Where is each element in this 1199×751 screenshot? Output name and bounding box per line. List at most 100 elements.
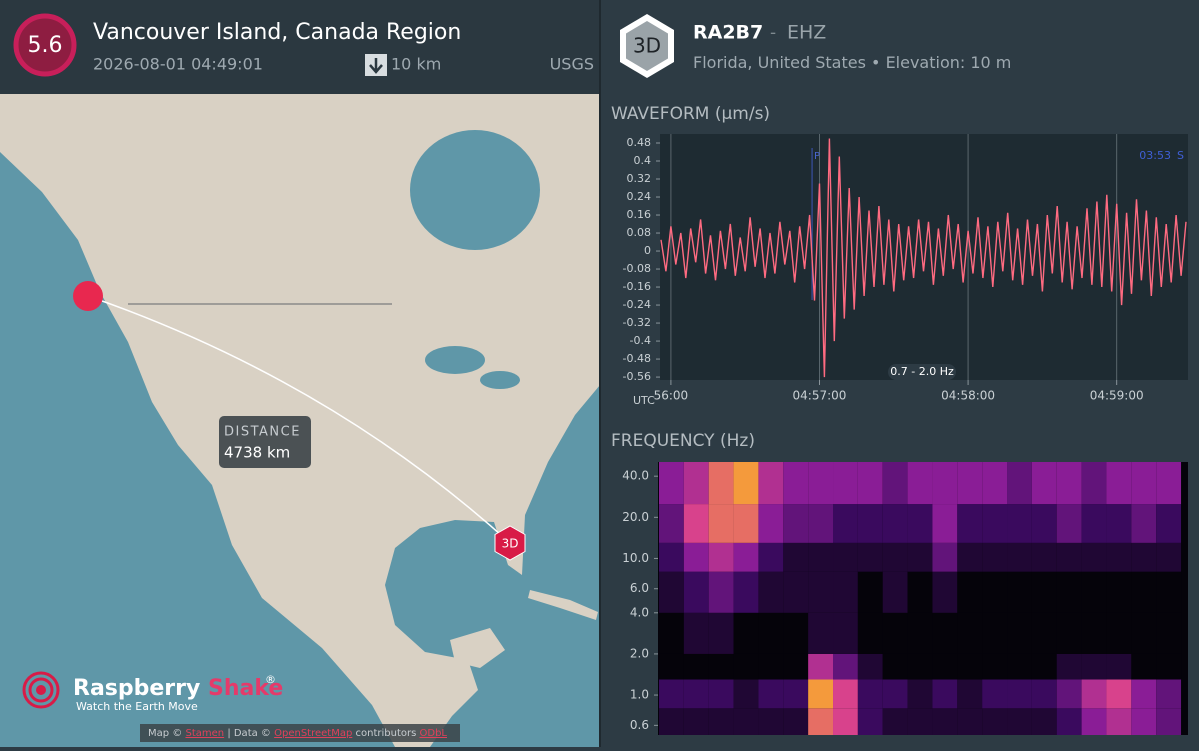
heat-cell <box>808 708 834 735</box>
heat-cell <box>957 462 983 505</box>
y-tick-label: -0.24 <box>623 298 651 311</box>
heat-cell <box>758 504 784 543</box>
plot-area <box>660 134 1188 380</box>
heat-cell <box>733 653 759 680</box>
station-code: RA2B7 <box>693 22 763 44</box>
heat-cell <box>1131 462 1157 505</box>
attribution: Map © Stamen | Data © OpenStreetMap cont… <box>148 728 447 739</box>
heat-cell <box>1056 612 1082 654</box>
y-tick-label: 0.24 <box>627 190 652 203</box>
heat-cell <box>1031 542 1057 572</box>
attr-prefix: Map © <box>148 728 182 739</box>
heat-cell <box>857 462 883 505</box>
heat-cell <box>1106 571 1132 613</box>
y-tick-label: 0 <box>644 244 651 257</box>
heat-cell <box>907 504 933 543</box>
heat-cell <box>982 612 1008 654</box>
heat-cell <box>758 679 784 709</box>
heat-cell <box>857 504 883 543</box>
heat-cell <box>783 504 809 543</box>
heat-cell <box>683 679 709 709</box>
distance-arc <box>87 295 511 544</box>
heat-cell <box>733 542 759 572</box>
heat-cell <box>833 612 858 654</box>
heat-cell <box>932 462 958 505</box>
y-tick-label: 0.08 <box>627 226 652 239</box>
heat-cell <box>1007 542 1032 572</box>
heat-cell <box>1131 612 1157 654</box>
station-separator: - <box>770 23 776 43</box>
heat-cell <box>857 708 883 735</box>
heat-cell <box>932 653 958 680</box>
heat-cell <box>1156 571 1182 613</box>
heat-cell <box>683 462 709 505</box>
heat-cell <box>658 504 684 543</box>
heat-cell <box>1081 679 1107 709</box>
heat-cell <box>957 571 983 613</box>
logo-text: Raspberry Shake <box>73 676 283 701</box>
event-header <box>0 0 600 94</box>
heat-cell <box>783 679 809 709</box>
frequency-title: FREQUENCY (Hz) <box>611 431 755 451</box>
heat-cell <box>808 462 834 505</box>
heat-cell <box>857 542 883 572</box>
heat-cell <box>907 612 933 654</box>
y-tick-label: 1.0 <box>630 688 649 702</box>
heat-cell <box>857 679 883 709</box>
heat-cell <box>882 571 908 613</box>
heat-cell <box>1131 542 1157 572</box>
bullet: • <box>871 53 880 72</box>
heat-cell <box>1081 653 1107 680</box>
heat-cell <box>808 504 834 543</box>
heat-cell <box>857 612 883 654</box>
heat-cell <box>808 653 834 680</box>
land-cuba <box>528 590 598 620</box>
heat-cell <box>658 679 684 709</box>
heat-cell <box>1106 504 1132 543</box>
logo: Raspberry Shake ® Watch the Earth Move <box>22 671 283 713</box>
heat-cell <box>758 612 784 654</box>
x-tick-label: 04:57:00 <box>793 389 847 403</box>
heat-cell <box>1031 653 1057 680</box>
station-badge-text: 3D <box>633 34 661 58</box>
heat-cell <box>1056 653 1082 680</box>
heat-cell <box>882 708 908 735</box>
heat-cell <box>982 542 1008 572</box>
heat-cell <box>1106 653 1132 680</box>
heat-cell <box>1081 708 1107 735</box>
heat-cell <box>808 612 834 654</box>
heat-cell <box>783 708 809 735</box>
attr-license[interactable]: ODbL <box>420 728 448 739</box>
waveform-title: WAVEFORM (µm/s) <box>611 104 770 124</box>
heat-cell <box>1131 504 1157 543</box>
heat-cell <box>907 571 933 613</box>
heat-cell <box>932 542 958 572</box>
heat-cell <box>907 542 933 572</box>
attr-osm[interactable]: OpenStreetMap <box>274 728 352 739</box>
heat-cell <box>1081 462 1107 505</box>
distance-box <box>219 416 311 468</box>
attr-tiles[interactable]: Stamen <box>185 728 224 739</box>
distance-label: DISTANCE <box>224 425 301 440</box>
heat-cell <box>733 708 759 735</box>
heat-cell <box>708 708 734 735</box>
heat-cell <box>808 542 834 572</box>
waveform-line <box>660 138 1187 378</box>
heat-cell <box>1156 462 1182 505</box>
heat-cell <box>982 504 1008 543</box>
right-pick: S <box>1177 149 1184 162</box>
right-time: 03:53 <box>1139 149 1171 162</box>
x-tick-label: 04:59:00 <box>1090 389 1144 403</box>
heat-cell <box>882 504 908 543</box>
heat-cell <box>1007 462 1032 505</box>
land-yucatan <box>450 628 505 668</box>
heat-cell <box>857 653 883 680</box>
title: WAVEFORM <box>611 104 709 124</box>
heat-cell <box>833 542 858 572</box>
heat-cell <box>932 612 958 654</box>
heat-cell <box>1131 679 1157 709</box>
logo-name: Raspberry <box>73 676 200 701</box>
heat-cell <box>733 462 759 505</box>
x-tick-label: 04:58:00 <box>941 389 995 403</box>
heat-cell <box>658 571 684 613</box>
